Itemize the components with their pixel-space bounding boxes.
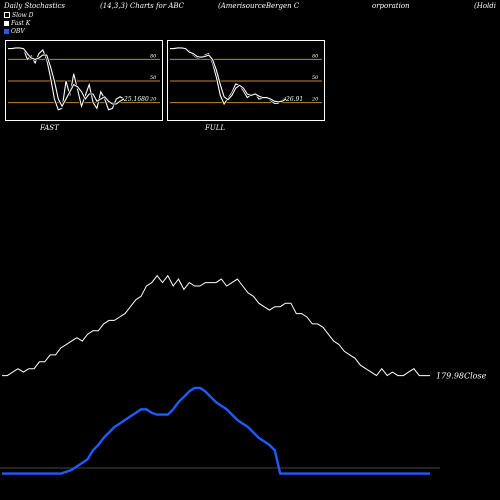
full-series-slow-d-line	[170, 47, 287, 103]
full-last-value-label: 26.91	[285, 96, 303, 103]
header-company-3: (Holdi	[474, 2, 497, 10]
full-level-label-80: 80	[312, 53, 319, 59]
full-svg: 20 50 80 26.91	[169, 46, 322, 107]
header-chart-type: Daily Stochastics	[4, 2, 66, 10]
legend-item-obv: OBV	[4, 28, 25, 35]
legend-label-obv: OBV	[11, 28, 25, 35]
legend-label-fast-k: Fast K	[11, 20, 31, 27]
full-level-label-20: 20	[311, 97, 319, 103]
fast-last-value-label: 25.1680	[123, 96, 149, 103]
fast-level-label-20: 20	[149, 97, 157, 103]
full-stochastic-panel: 20 50 80 26.91	[167, 40, 325, 121]
legend-item-fast-k: Fast K	[4, 20, 30, 27]
fast-panel-label: FAST	[40, 124, 59, 132]
header-chart-params: (14,3,3) Charts for ABC	[100, 2, 185, 10]
price-close-line	[2, 274, 430, 377]
fast-series-fast-k-line	[7, 47, 125, 111]
price-last-value-label: 179.98Close	[436, 372, 487, 381]
legend-item-slow-d: Slow D	[4, 12, 34, 19]
full-level-label-50: 50	[312, 75, 319, 81]
legend-label-slow-d: Slow D	[12, 12, 34, 19]
fast-svg: 20 50 80 25.1680	[7, 46, 160, 112]
header-company-2: orporation	[372, 2, 410, 10]
fast-stochastic-panel: 20 50 80 25.1680	[5, 40, 163, 121]
fast-level-label-80: 80	[150, 53, 157, 59]
full-panel-label: FULL	[205, 124, 226, 132]
fast-level-label-50: 50	[150, 75, 157, 81]
obv-line	[2, 386, 430, 475]
legend-swatch-slow-d	[4, 12, 10, 18]
legend-swatch-obv	[4, 29, 9, 34]
fast-series-slow-d-line	[8, 47, 125, 108]
header-company-1: (AmerisourceBergen C	[218, 2, 300, 10]
legend-swatch-fast-k	[4, 21, 9, 26]
